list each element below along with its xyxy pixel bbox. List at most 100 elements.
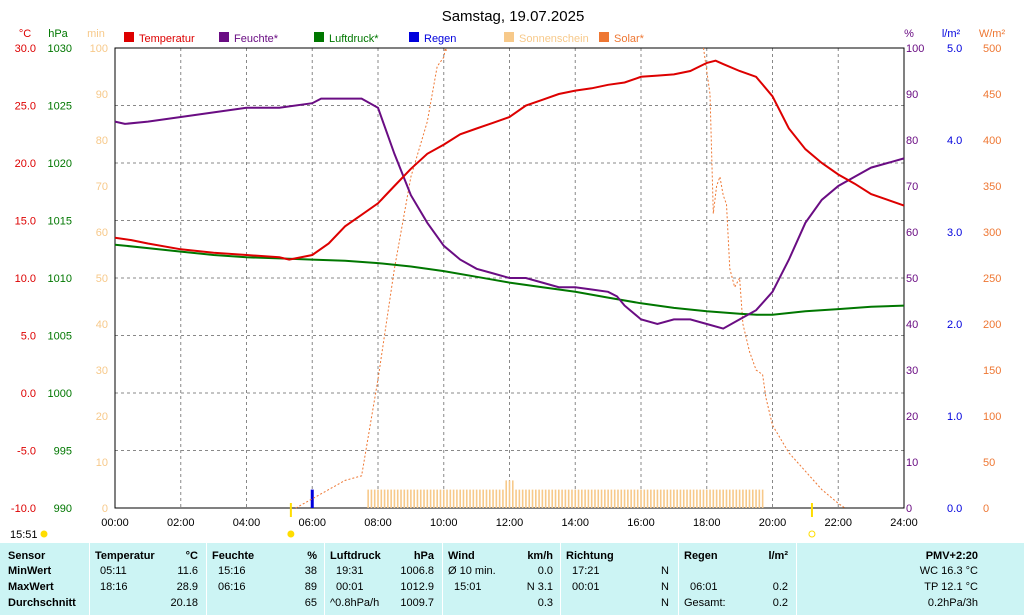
chart-background [0, 0, 1024, 543]
x-tick-label: 08:00 [364, 517, 392, 529]
legend-label-regen: Regen [424, 33, 456, 45]
humidity-tick-label: 40 [906, 319, 918, 331]
rain-tick-label: 2.0 [947, 319, 962, 331]
humidity-tick-label: 30 [906, 365, 918, 377]
sunshine-unit-label: min [87, 28, 105, 40]
pressure-tick-label: 1025 [48, 101, 72, 113]
temp-max-value: 28.9 [176, 581, 198, 593]
summary-divider [206, 543, 207, 615]
summary-divider [560, 543, 561, 615]
legend-swatch-temperatur [124, 32, 134, 42]
solar-unit-label: W/m² [979, 28, 1006, 40]
pmv-header: PMV+2:20 [925, 550, 978, 562]
sunset-icon [808, 530, 816, 538]
humidity-tick-label: 70 [906, 181, 918, 193]
rain-unit: l/m² [768, 550, 788, 562]
chart-legend: Temperatur Feuchte* Luftdruck* Regen Son… [124, 32, 645, 45]
pressure-tick-label: 1005 [48, 331, 72, 343]
summary-table: Sensor MinWert MaxWert Durchschnitt Temp… [0, 543, 1024, 615]
humidity-unit-label: % [904, 28, 914, 40]
temp-max-time: 18:16 [100, 581, 128, 593]
pressure-max-time: 00:01 [336, 581, 364, 593]
temp-tick-label: 30.0 [15, 43, 36, 55]
solar-tick-label: 150 [983, 365, 1001, 377]
humidity-tick-label: 0 [906, 503, 912, 515]
pmv-dewpoint: TP 12.1 °C [924, 581, 978, 593]
summary-divider [89, 543, 90, 615]
wind-unit: km/h [527, 550, 553, 562]
pressure-header: Luftdruck [330, 550, 381, 562]
temp-unit: °C [185, 550, 198, 562]
sunshine-tick-label: 60 [96, 227, 108, 239]
direction-avg-value: N [661, 597, 669, 609]
pressure-min-value: 1006.8 [400, 565, 434, 577]
wind-min-value: 0.0 [537, 565, 553, 577]
summary-divider [796, 543, 797, 615]
direction-min-time: 17:21 [572, 565, 600, 577]
pressure-unit: hPa [413, 550, 434, 562]
humidity-header: Feuchte [212, 550, 255, 562]
current-time-label: 15:51 [10, 529, 38, 541]
x-tick-label: 24:00 [890, 517, 918, 529]
sunshine-tick-label: 0 [102, 503, 108, 515]
temp-tick-label: -10.0 [11, 503, 36, 515]
solar-tick-label: 50 [983, 457, 995, 469]
solar-tick-label: 500 [983, 43, 1001, 55]
current-time-sun-icon [40, 530, 48, 538]
x-tick-label: 18:00 [693, 517, 721, 529]
x-tick-label: 22:00 [824, 517, 852, 529]
sunshine-tick-label: 20 [96, 411, 108, 423]
humidity-avg-value: 65 [304, 597, 317, 609]
sun-markers [287, 503, 816, 538]
temp-tick-label: 5.0 [21, 331, 36, 343]
rain-unit-label: l/m² [942, 28, 961, 40]
rain-max-value: 0.2 [772, 581, 788, 593]
temperature-line [114, 59, 905, 261]
humidity-tick-label: 80 [906, 135, 918, 147]
x-tick-label: 20:00 [759, 517, 787, 529]
wind-header: Wind [448, 550, 475, 562]
row-label-maxwert: MaxWert [8, 581, 54, 593]
solar-tick-label: 250 [983, 273, 1001, 285]
row-label-durchschnitt: Durchschnitt [8, 597, 76, 609]
pressure-min-time: 19:31 [336, 565, 364, 577]
sunshine-tick-label: 80 [96, 135, 108, 147]
rain-tick-label: 1.0 [947, 411, 962, 423]
rain-tick-label: 3.0 [947, 227, 962, 239]
sunshine-tick-label: 70 [96, 181, 108, 193]
humidity-min-value: 38 [304, 565, 317, 577]
solar-tick-label: 100 [983, 411, 1001, 423]
weather-chart: Samstag, 19.07.2025 °C hPa min % l/m² W/… [0, 0, 1024, 543]
x-tick-label: 12:00 [496, 517, 524, 529]
rain-total-label: Gesamt: [684, 597, 726, 609]
humidity-max-time: 06:16 [218, 581, 246, 593]
sunshine-tick-label: 100 [90, 43, 108, 55]
row-label-sensor: Sensor [8, 550, 46, 562]
rain-header: Regen [684, 550, 718, 562]
summary-divider [324, 543, 325, 615]
humidity-line [114, 97, 905, 330]
solar-tick-label: 350 [983, 181, 1001, 193]
legend-swatch-sonnenschein [504, 32, 514, 42]
pressure-tick-label: 990 [54, 503, 72, 515]
temp-avg-value: 20.18 [170, 597, 198, 609]
humidity-tick-label: 60 [906, 227, 918, 239]
pressure-avg-value: 1009.7 [400, 597, 434, 609]
solar-tick-label: 450 [983, 89, 1001, 101]
legend-label-feuchte: Feuchte* [234, 33, 279, 45]
temp-tick-label: 10.0 [15, 273, 36, 285]
temp-min-time: 05:11 [100, 565, 127, 577]
temp-tick-label: 25.0 [15, 101, 36, 113]
humidity-max-value: 89 [304, 581, 317, 593]
sunrise-icon [287, 530, 295, 538]
summary-divider [678, 543, 679, 615]
x-tick-label: 06:00 [298, 517, 326, 529]
pressure-max-value: 1012.9 [400, 581, 434, 593]
solar-tick-label: 200 [983, 319, 1001, 331]
x-tick-label: 10:00 [430, 517, 458, 529]
temp-header: Temperatur [95, 550, 155, 562]
direction-min-value: N [661, 565, 669, 577]
sunshine-tick-label: 40 [96, 319, 108, 331]
wind-max-value: N 3.1 [526, 581, 553, 593]
x-tick-label: 04:00 [233, 517, 261, 529]
